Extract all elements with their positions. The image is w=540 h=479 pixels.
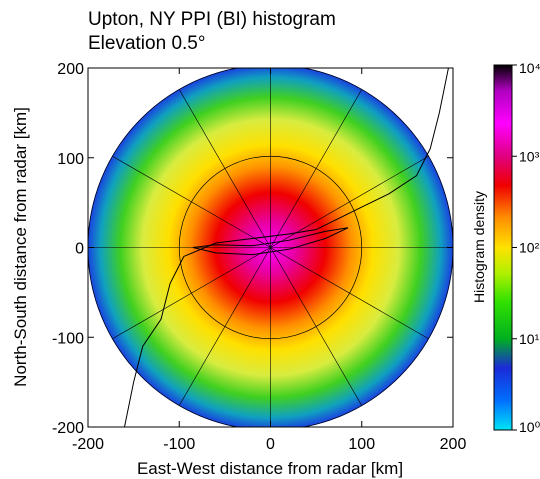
chart-title: Upton, NY PPI (BI) histogram	[88, 9, 336, 30]
x-tick-label: 100	[348, 436, 375, 453]
long-island-outline	[192, 227, 349, 256]
coastline	[124, 68, 449, 427]
colorbar-label: Histogram density	[471, 191, 487, 303]
polar-grid	[88, 68, 453, 427]
radial-spoke	[178, 89, 271, 248]
y-tick-label: 100	[57, 151, 84, 168]
radial-spoke	[178, 247, 271, 406]
radial-spoke	[270, 89, 363, 248]
x-axis-label: East-West distance from radar [km]	[137, 459, 403, 478]
chart-subtitle: Elevation 0.5°	[88, 33, 206, 54]
coastline-overlay	[124, 68, 449, 427]
y-tick-label: -200	[52, 420, 84, 437]
colorbar-tick-label: 10³	[519, 148, 540, 164]
radial-spoke	[112, 247, 271, 340]
x-tick-label: 0	[266, 436, 275, 453]
y-axis-label: North-South distance from radar [km]	[11, 107, 30, 387]
x-tick-label: -100	[163, 436, 195, 453]
axes: -200 -100 0 100 200 -200 -100 0 100 200	[52, 61, 466, 453]
radial-spoke	[112, 155, 271, 248]
colorbar-tick-label: 10¹	[519, 331, 540, 347]
x-tick-label: 200	[440, 436, 467, 453]
y-tick-label: -100	[52, 330, 84, 347]
y-tick-label: 200	[57, 61, 84, 78]
colorbar-ticks: 10⁰ 10¹ 10² 10³ 10⁴	[512, 60, 540, 435]
x-tick-label: -200	[72, 436, 104, 453]
radial-spoke	[270, 247, 363, 406]
colorbar-tick-label: 10⁰	[519, 419, 540, 435]
colorbar	[493, 64, 513, 431]
colorbar-tick-label: 10⁴	[519, 60, 540, 76]
radial-spoke	[270, 247, 429, 340]
colorbar-tick-label: 10²	[519, 240, 540, 256]
y-tick-label: 0	[75, 241, 84, 258]
